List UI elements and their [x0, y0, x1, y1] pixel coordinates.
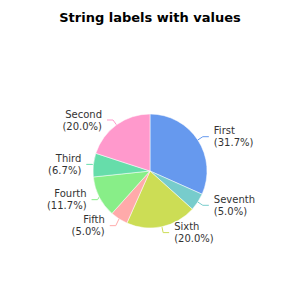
- svg-text:Second: Second: [65, 109, 102, 120]
- svg-text:(20.0%): (20.0%): [62, 121, 102, 132]
- svg-text:(20.0%): (20.0%): [174, 233, 214, 244]
- svg-text:Third: Third: [55, 153, 82, 164]
- svg-text:(5.0%): (5.0%): [214, 206, 247, 217]
- svg-text:(5.0%): (5.0%): [72, 226, 105, 237]
- svg-text:(31.7%): (31.7%): [214, 137, 254, 148]
- svg-text:Sixth: Sixth: [174, 221, 199, 232]
- svg-text:Fifth: Fifth: [83, 214, 104, 225]
- svg-text:First: First: [214, 125, 235, 136]
- svg-text:(6.7%): (6.7%): [48, 165, 81, 176]
- svg-text:(11.7%): (11.7%): [47, 200, 87, 211]
- svg-text:Fourth: Fourth: [54, 188, 86, 199]
- svg-text:Seventh: Seventh: [214, 194, 255, 205]
- svg-text:String labels with values: String labels with values: [59, 10, 241, 25]
